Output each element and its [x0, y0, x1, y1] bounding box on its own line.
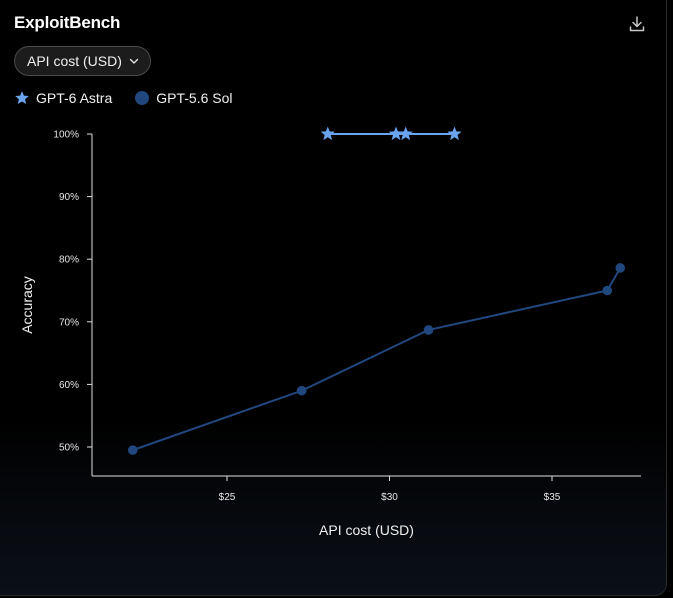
y-tick-label: 90%: [59, 192, 79, 203]
data-point-star[interactable]: [320, 126, 335, 141]
x-axis-label: API cost (USD): [319, 522, 414, 538]
series-layer: [127, 126, 626, 455]
download-icon[interactable]: [627, 14, 647, 34]
x-axis-ticks: $25 $30 $35: [219, 476, 561, 503]
metric-selector[interactable]: API cost (USD): [14, 46, 151, 76]
legend-item-astra[interactable]: GPT-6 Astra: [14, 90, 112, 106]
chart-legend: GPT-6 Astra GPT-5.6 Sol: [14, 90, 255, 106]
data-point-star[interactable]: [398, 126, 413, 141]
x-tick-label: $35: [544, 492, 561, 503]
chart-axes: [91, 134, 641, 477]
y-tick-label: 80%: [59, 255, 79, 266]
data-point-circle[interactable]: [127, 445, 138, 455]
x-tick-label: $25: [219, 492, 236, 503]
star-marker-icon: [15, 91, 29, 104]
circle-marker-icon: [135, 91, 150, 105]
chevron-down-icon: [129, 58, 139, 64]
series-astra: [320, 126, 462, 141]
data-point-circle[interactable]: [296, 385, 307, 396]
y-tick-label: 50%: [59, 443, 79, 454]
y-tick-label: 100%: [53, 130, 79, 141]
y-tick-label: 70%: [59, 317, 79, 328]
legend-label-sol: GPT-5.6 Sol: [156, 90, 233, 106]
series-line: [132, 267, 622, 452]
legend-label-astra: GPT-6 Astra: [36, 90, 113, 106]
y-axis-label: Accuracy: [19, 276, 35, 334]
legend-item-sol[interactable]: GPT-5.6 Sol: [134, 90, 233, 106]
series-sol: [127, 263, 626, 455]
data-point-star[interactable]: [447, 126, 462, 141]
data-point-circle[interactable]: [423, 325, 434, 335]
y-tick-label: 60%: [59, 380, 79, 391]
chart-title: ExploitBench: [14, 13, 121, 32]
data-point-circle[interactable]: [615, 263, 626, 273]
x-tick-label: $30: [381, 492, 398, 503]
metric-selector-value: API cost (USD): [27, 53, 122, 69]
data-point-circle[interactable]: [602, 285, 613, 296]
data-point-star[interactable]: [388, 126, 404, 141]
y-axis-ticks: 50% 60% 70% 80% 90% 100%: [53, 130, 92, 454]
